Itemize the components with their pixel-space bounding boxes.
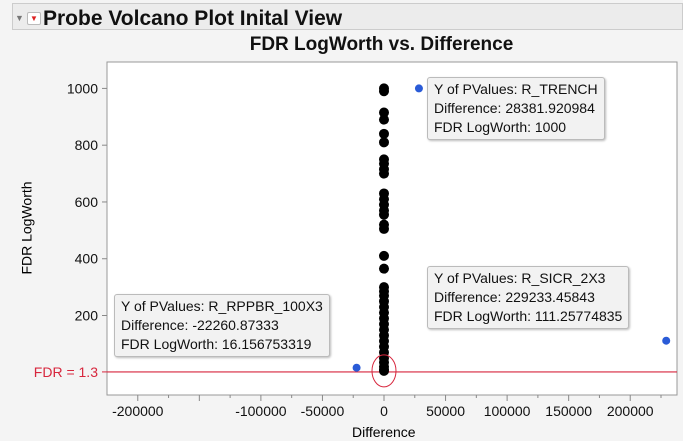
x-tick-label: -50000 (301, 403, 345, 419)
data-point (378, 107, 389, 118)
tooltip-line: Y of PValues: R_TRENCH (434, 81, 598, 97)
data-point (378, 168, 389, 179)
tooltip-line: FDR LogWorth: 16.156753319 (121, 336, 312, 352)
tooltip-line: Difference: -22260.87333 (121, 317, 279, 333)
selection-ellipse (371, 354, 397, 388)
tooltip-line: FDR LogWorth: 1000 (434, 119, 567, 135)
tooltip-r-rppbr: Y of PValues: R_RPPBR_100X3 Difference: … (114, 294, 330, 357)
tooltip-line: FDR LogWorth: 111.25774835 (434, 308, 623, 324)
data-point (378, 263, 389, 274)
tooltip-line: Difference: 28381.920984 (434, 100, 595, 116)
tooltip-r-trench: Y of PValues: R_TRENCH Difference: 28381… (427, 77, 605, 140)
y-axis-label: FDR LogWorth (18, 181, 35, 275)
report-header: ▼ ▼ Probe Volcano Plot Inital View (12, 3, 683, 30)
data-point (378, 137, 389, 148)
data-point (378, 365, 389, 376)
data-point (378, 86, 389, 97)
highlighted-point-r_sicr_2x3 (662, 336, 671, 345)
y-tick-label: 400 (75, 251, 99, 267)
x-tick-label: -200000 (112, 403, 164, 419)
tooltip-line: Difference: 229233.45843 (434, 289, 595, 305)
red-triangle-menu-icon[interactable]: ▼ (27, 12, 41, 25)
report-title: Probe Volcano Plot Inital View (43, 7, 343, 30)
x-tick-label: 150000 (545, 403, 592, 419)
y-tick-label: 800 (75, 137, 99, 153)
tooltip-line: Y of PValues: R_RPPBR_100X3 (121, 298, 323, 314)
data-point (378, 223, 389, 234)
disclosure-triangle-icon[interactable]: ▼ (15, 13, 24, 23)
y-tick-label: 200 (75, 308, 99, 324)
data-point (378, 114, 389, 125)
highlighted-point-r_trench (414, 84, 423, 93)
data-point (378, 209, 389, 220)
x-tick-label: 100000 (484, 403, 531, 419)
x-axis-label: Difference (352, 424, 416, 440)
x-tick-label: 200000 (607, 403, 654, 419)
x-tick-label: 0 (380, 403, 388, 419)
data-point (378, 250, 389, 261)
fdr-reference-label: FDR = 1.3 (34, 364, 98, 380)
x-tick-label: -100000 (235, 403, 287, 419)
y-tick-label: 600 (75, 194, 99, 210)
tooltip-line: Y of PValues: R_SICR_2X3 (434, 270, 606, 286)
highlighted-point-r_rppbr_100x3 (352, 363, 361, 372)
chart-title: FDR LogWorth vs. Difference (249, 34, 514, 55)
tooltip-r-sicr: Y of PValues: R_SICR_2X3 Difference: 229… (427, 266, 630, 329)
x-tick-label: 50000 (426, 403, 465, 419)
data-point (378, 128, 389, 139)
y-tick-label: 1000 (67, 80, 98, 96)
